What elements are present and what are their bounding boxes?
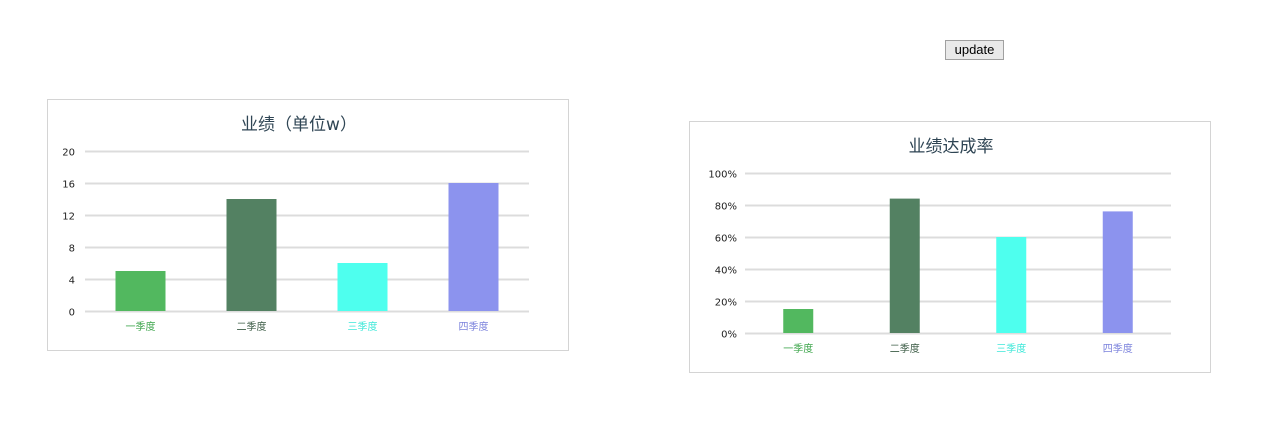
performance-chart: 业绩（单位w） 0 4 8 12 16 20 一季度 二季度 三季度 四季度: [47, 99, 569, 351]
bar[interactable]: [337, 263, 388, 311]
bar[interactable]: [996, 237, 1027, 333]
y-tick-label: 20: [62, 148, 75, 159]
y-tick-label: 60%: [715, 234, 737, 245]
y-tick-label: 0%: [721, 330, 737, 341]
bar[interactable]: [226, 199, 277, 311]
bar[interactable]: [889, 198, 920, 333]
x-category-label: 三季度: [348, 320, 378, 333]
y-tick-label: 80%: [715, 202, 737, 213]
performance-chart-svg: 业绩（单位w） 0 4 8 12 16 20 一季度 二季度 三季度 四季度: [62, 115, 529, 333]
chart-title: 业绩达成率: [909, 137, 994, 157]
x-category-label: 四季度: [1103, 342, 1133, 355]
update-button[interactable]: update: [945, 40, 1004, 60]
x-category-label: 二季度: [237, 320, 267, 333]
x-category-label: 二季度: [890, 342, 920, 355]
x-category-label: 三季度: [996, 342, 1026, 355]
y-tick-label: 4: [69, 276, 75, 287]
y-tick-label: 12: [62, 212, 75, 223]
chart-title: 业绩（单位w）: [241, 115, 357, 135]
y-tick-label: 40%: [715, 266, 737, 277]
bar[interactable]: [448, 183, 499, 311]
y-tick-label: 20%: [715, 298, 737, 309]
x-category-label: 四季度: [459, 320, 489, 333]
y-tick-label: 100%: [708, 170, 737, 181]
y-tick-label: 8: [69, 244, 75, 255]
bar[interactable]: [783, 309, 814, 333]
x-category-label: 一季度: [783, 342, 813, 355]
achievement-rate-chart: 业绩达成率 0% 20% 40% 60% 80% 100% 一季度 二季度 三季度 四季度: [689, 121, 1211, 373]
y-tick-label: 16: [62, 180, 75, 191]
y-tick-label: 0: [69, 308, 75, 319]
x-category-label: 一季度: [126, 320, 156, 333]
bar[interactable]: [1102, 211, 1133, 333]
achievement-rate-chart-svg: 业绩达成率 0% 20% 40% 60% 80% 100% 一季度 二季度 三季度 四季度: [708, 137, 1171, 355]
bar[interactable]: [115, 271, 166, 311]
